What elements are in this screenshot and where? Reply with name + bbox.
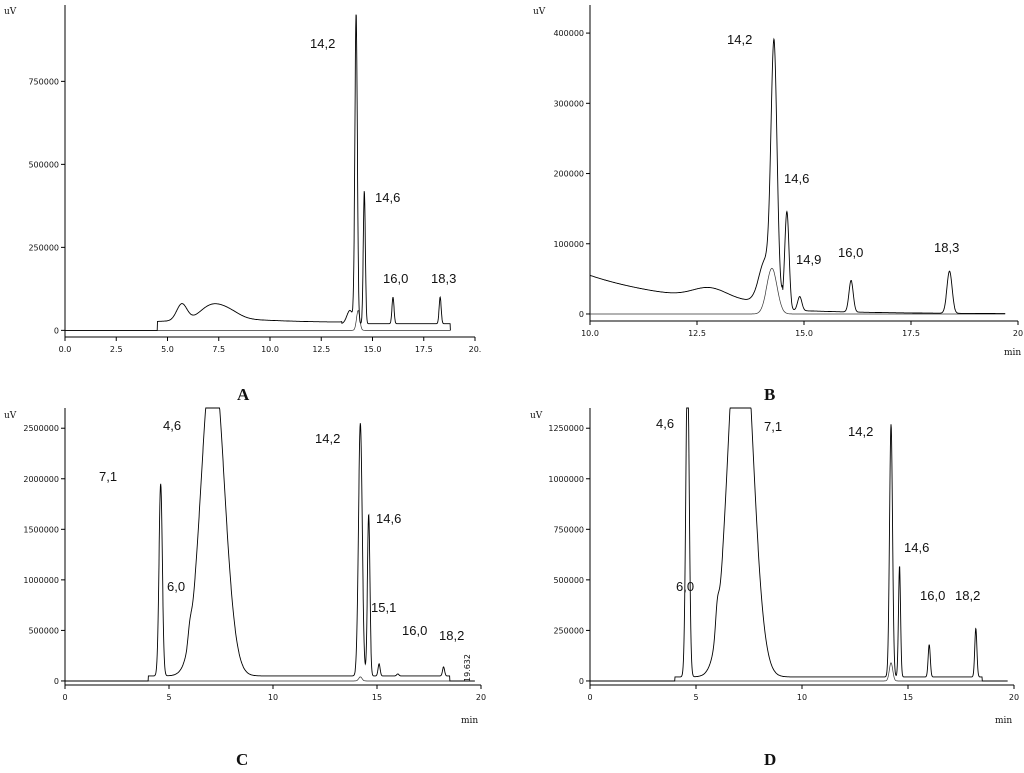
peak-label: 14,6	[904, 540, 929, 555]
peak-label: 16,0	[383, 271, 408, 286]
y-tick-label: 250000	[553, 626, 584, 635]
y-axis-label: uV	[4, 411, 17, 421]
sample-trace	[65, 407, 475, 682]
x-tick-label: 17.5	[902, 329, 920, 338]
x-tick-label: 10	[797, 693, 807, 702]
peak-label: 14,2	[315, 431, 340, 446]
peak-label: 6,0	[167, 579, 185, 594]
x-tick-label: 5.0	[161, 345, 174, 354]
blank-trace	[590, 267, 1006, 315]
panel-letter-c: C	[236, 750, 248, 769]
y-tick-label: 200000	[553, 170, 584, 179]
x-tick-label: 20	[1013, 329, 1023, 338]
peak-label: 16,0	[920, 588, 945, 603]
x-tick-label: 20.	[469, 345, 482, 354]
y-tick-label: 500000	[28, 626, 59, 635]
x-axis-label: min	[1004, 348, 1021, 358]
peak-label: 18,3	[934, 240, 959, 255]
y-tick-label: 1000000	[548, 475, 584, 484]
x-tick-label: 15	[372, 693, 382, 702]
y-axis-label: uV	[530, 411, 543, 421]
x-tick-label: 10	[268, 693, 278, 702]
peak-label: 16,0	[838, 245, 863, 260]
y-tick-label: 1250000	[548, 424, 584, 433]
x-tick-label: 2.5	[110, 345, 123, 354]
y-tick-label: 400000	[553, 29, 584, 38]
peak-label: 14,6	[376, 511, 401, 526]
x-tick-label: 5	[693, 693, 698, 702]
y-axis-label: uV	[4, 7, 17, 17]
x-tick-label: 15.0	[364, 345, 382, 354]
x-tick-label: 15	[903, 693, 913, 702]
chart-panel-c: 0 500000 1000000 1500000 2000000 2500000 0 5 10 1…	[4, 407, 486, 726]
sample-trace	[590, 407, 1008, 682]
peak-label: 6,0	[676, 579, 694, 594]
y-tick-label: 250000	[28, 243, 59, 252]
blank-trace	[65, 309, 451, 331]
y-tick-label: 1000000	[23, 576, 59, 585]
y-tick-label: 500000	[553, 576, 584, 585]
peak-label: 7,1	[99, 469, 117, 484]
x-tick-label: 7.5	[212, 345, 225, 354]
y-tick-label: 0	[579, 677, 584, 686]
x-tick-label: 20	[1009, 693, 1019, 702]
peak-label: 14,6	[375, 190, 400, 205]
peak-label: 18,2	[439, 628, 464, 643]
y-tick-label: 750000	[553, 525, 584, 534]
retention-annotation: 19.632	[463, 654, 472, 682]
peak-label: 18,2	[955, 588, 980, 603]
x-tick-label: 0	[587, 693, 592, 702]
y-tick-label: 0	[579, 310, 584, 319]
x-tick-label: 0.0	[59, 345, 72, 354]
x-tick-label: 12.5	[312, 345, 330, 354]
y-tick-label: 2500000	[23, 424, 59, 433]
peak-label: 14,6	[784, 171, 809, 186]
y-tick-label: 0	[54, 326, 59, 335]
y-tick-label: 100000	[553, 240, 584, 249]
x-tick-label: 15.0	[795, 329, 813, 338]
sample-trace	[65, 14, 451, 331]
x-tick-label: 5	[166, 693, 171, 702]
peak-label: 14,2	[727, 32, 752, 47]
y-tick-label: 750000	[28, 77, 59, 86]
y-tick-label: 500000	[28, 160, 59, 169]
panel-letter-b: B	[764, 385, 775, 404]
blank-trace	[65, 676, 475, 682]
peak-label: 16,0	[402, 623, 427, 638]
y-axis-label: uV	[533, 7, 546, 17]
sample-trace	[589, 37, 1006, 315]
y-tick-label: 0	[54, 677, 59, 686]
blank-trace	[590, 662, 1008, 682]
x-tick-label: 10.0	[581, 329, 599, 338]
peak-label: 14,9	[796, 252, 821, 267]
x-tick-label: 20	[476, 693, 486, 702]
peak-label: 15,1	[371, 600, 396, 615]
chart-panel-a: 0 250000 500000 750000 0.0 2.5 5.0 7.5 10.0 12.5 1…	[4, 5, 481, 354]
peak-label: 4,6	[656, 416, 674, 431]
y-tick-label: 2000000	[23, 475, 59, 484]
x-tick-label: 10.0	[261, 345, 279, 354]
x-axis-label: min	[995, 716, 1012, 726]
x-tick-label: 12.5	[688, 329, 706, 338]
y-tick-label: 1500000	[23, 525, 59, 534]
x-tick-label: 17.5	[415, 345, 433, 354]
peak-label: 18,3	[431, 271, 456, 286]
peak-label: 4,6	[163, 418, 181, 433]
y-tick-label: 300000	[553, 99, 584, 108]
chart-panel-d: 0 250000 500000 750000 1000000 1250000 0 5 10 15 2…	[530, 407, 1019, 726]
peak-label: 7,1	[764, 419, 782, 434]
chart-panel-b: 0 100000 200000 300000 400000 10.0 12.5 15.0 17.…	[533, 5, 1023, 358]
panel-letter-d: D	[764, 750, 776, 769]
x-axis-label: min	[461, 716, 478, 726]
panel-letter-a: A	[237, 385, 250, 404]
peak-label: 14,2	[310, 36, 335, 51]
peak-label: 14,2	[848, 424, 873, 439]
x-tick-label: 0	[62, 693, 67, 702]
